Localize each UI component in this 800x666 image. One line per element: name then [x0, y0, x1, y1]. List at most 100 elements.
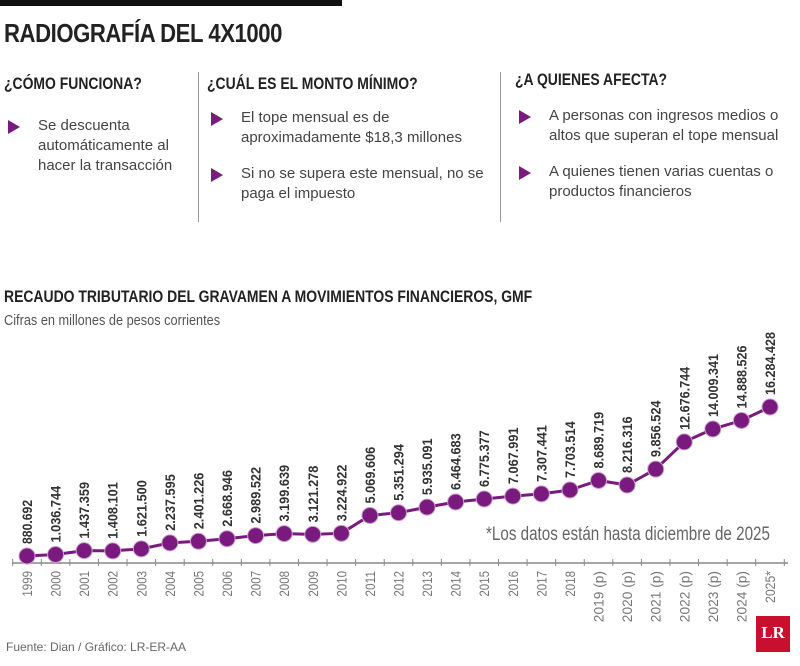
data-point: [332, 524, 350, 542]
data-point: [75, 542, 93, 560]
data-point: [18, 547, 36, 565]
data-point: [504, 487, 522, 505]
x-tick-label: 2011: [362, 571, 378, 597]
triangle-bullet-icon: [211, 168, 223, 182]
triangle-bullet-icon: [519, 110, 531, 124]
x-tick-label: 2023 (p): [705, 571, 721, 622]
page-title: RADIOGRAFÍA DEL 4X1000: [4, 18, 283, 48]
triangle-bullet-icon: [8, 120, 20, 134]
data-point: [189, 532, 207, 550]
data-label: 1.408.101: [105, 482, 121, 539]
x-tick-label: 2018: [562, 571, 578, 597]
data-point: [675, 433, 693, 451]
x-tick-label: 2021 (p): [648, 571, 664, 622]
x-tick-label: 2007: [248, 571, 264, 597]
x-tick-label: 1999: [19, 571, 35, 597]
x-tick-label: 2006: [219, 571, 235, 597]
x-tick-label: 2016: [505, 571, 521, 597]
list-item: El tope mensual es de aproximadamente $1…: [207, 108, 497, 148]
x-tick-label: 2008: [276, 571, 292, 597]
data-label: 2.237.595: [162, 474, 178, 531]
x-tick-label: 2024 (p): [733, 571, 749, 622]
data-label: 5.069.606: [362, 447, 378, 504]
x-tick-label: 2001: [76, 571, 92, 597]
data-point: [47, 545, 65, 563]
x-tick-label: 2025*: [762, 571, 778, 603]
triangle-bullet-icon: [519, 166, 531, 180]
data-label: 14.009.341: [705, 354, 721, 417]
data-label: 6.775.377: [476, 430, 492, 487]
data-point: [161, 534, 179, 552]
data-label: 6.464.683: [448, 433, 464, 490]
x-tick-label: 2014: [448, 571, 464, 597]
data-point: [104, 542, 122, 560]
data-label: 880.692: [19, 500, 35, 544]
data-label: 7.703.514: [562, 421, 578, 478]
divider: [198, 72, 199, 222]
data-label: 2.989.522: [248, 467, 264, 524]
x-tick-label: 2015: [476, 571, 492, 597]
data-point: [761, 398, 779, 416]
x-tick-label: 2012: [391, 571, 407, 597]
x-tick-label: 2022 (p): [676, 571, 692, 622]
triangle-bullet-icon: [211, 112, 223, 126]
x-tick-label: 2000: [48, 571, 64, 597]
list-item: A quienes tienen varias cuentas o produc…: [515, 162, 795, 202]
data-label: 7.067.991: [505, 427, 521, 484]
data-point: [132, 540, 150, 558]
data-point: [247, 527, 265, 545]
column-heading: ¿CÓMO FUNCIONA?: [4, 74, 142, 93]
data-label: 8.689.719: [591, 412, 607, 469]
chart-note: *Los datos están hasta diciembre de 2025: [486, 524, 770, 545]
list-item: Se descuenta automáticamente al hacer la…: [4, 116, 178, 176]
data-label: 3.121.278: [305, 465, 321, 522]
data-point: [275, 525, 293, 543]
data-label: 3.199.639: [276, 465, 292, 522]
column-affected: ¿A QUIENES AFECTA? A personas con ingres…: [515, 70, 795, 202]
data-label: 8.216.316: [619, 416, 635, 473]
data-point: [590, 471, 608, 489]
data-label: 2.401.226: [190, 472, 206, 529]
list-item: Si no se supera este mensual, no se paga…: [207, 164, 497, 204]
column-how-it-works: ¿CÓMO FUNCIONA? Se descuenta automáticam…: [4, 74, 189, 176]
source-footer: Fuente: Dian / Gráfico: LR-ER-AA: [6, 640, 187, 654]
data-label: 16.284.428: [762, 332, 778, 395]
x-tick-label: 2003: [133, 571, 149, 597]
data-label: 12.676.744: [676, 367, 692, 430]
top-rule: [0, 0, 342, 6]
divider: [500, 72, 501, 222]
data-point: [732, 412, 750, 430]
data-point: [618, 476, 636, 494]
x-tick-label: 2020 (p): [619, 571, 635, 622]
data-point: [704, 420, 722, 438]
data-point: [561, 481, 579, 499]
data-point: [304, 525, 322, 543]
column-heading: ¿CUÁL ES EL MONTO MÍNIMO?: [207, 74, 418, 93]
data-point: [475, 490, 493, 508]
data-label: 1.621.500: [133, 480, 149, 537]
lr-logo: LR: [756, 616, 790, 652]
data-label: 9.856.524: [648, 400, 664, 457]
data-point: [532, 485, 550, 503]
x-tick-label: 2017: [533, 571, 549, 597]
data-point: [361, 506, 379, 524]
data-label: 1.437.359: [76, 482, 92, 539]
column-heading: ¿A QUIENES AFECTA?: [515, 70, 668, 89]
data-label: 7.307.441: [533, 425, 549, 482]
x-tick-label: 2004: [162, 571, 178, 597]
data-label: 14.888.526: [733, 345, 749, 408]
list-item: A personas con ingresos medios o altos q…: [515, 106, 795, 146]
x-tick-label: 2005: [190, 571, 206, 597]
data-label: 1.036.744: [48, 486, 64, 543]
data-point: [218, 530, 236, 548]
data-point: [647, 460, 665, 478]
column-minimum: ¿CUÁL ES EL MONTO MÍNIMO? El tope mensua…: [207, 74, 497, 204]
data-label: 2.668.946: [219, 470, 235, 527]
chart-title: RECAUDO TRIBUTARIO DEL GRAVAMEN A MOVIMI…: [4, 287, 533, 306]
x-tick-label: 2019 (p): [591, 571, 607, 622]
data-point: [418, 498, 436, 516]
data-label: 5.935.091: [419, 438, 435, 495]
data-label: 5.351.294: [391, 444, 407, 501]
chart-subtitle: Cifras en millones de pesos corrientes: [4, 312, 221, 329]
